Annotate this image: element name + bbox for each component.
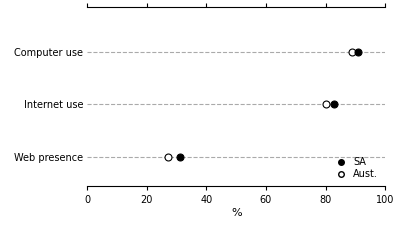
- Point: [322, 103, 329, 106]
- Point: [165, 155, 171, 159]
- Point: [331, 103, 337, 106]
- Point: [176, 155, 183, 159]
- X-axis label: %: %: [231, 208, 241, 218]
- Point: [355, 50, 361, 54]
- Point: [349, 50, 356, 54]
- Legend: SA, Aust.: SA, Aust.: [329, 155, 380, 181]
